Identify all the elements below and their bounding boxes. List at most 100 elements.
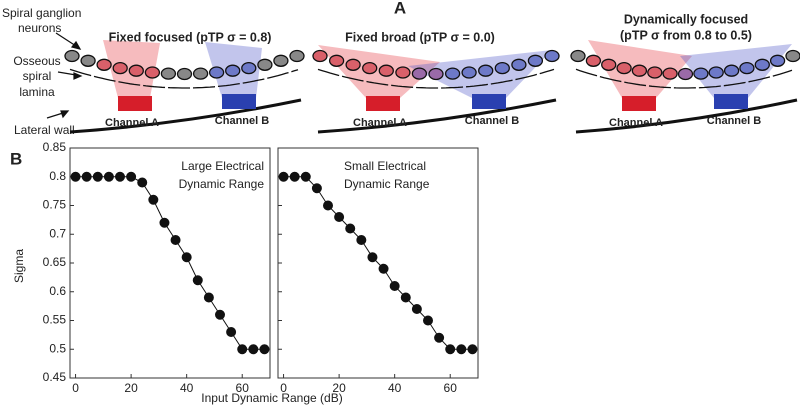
neuron: [461, 66, 477, 79]
neuron: [511, 58, 527, 71]
annotation: Dynamic Range: [344, 177, 430, 191]
data-point: [311, 183, 322, 194]
y-tick-label: 0.5: [49, 341, 66, 355]
neuron: [192, 67, 209, 80]
data-point: [237, 344, 248, 355]
panel-label: B: [10, 149, 22, 168]
data-point: [248, 344, 259, 355]
y-tick-label: 0.7: [49, 226, 66, 240]
y-tick-label: 0.8: [49, 169, 66, 183]
neuron: [225, 64, 241, 77]
neuron: [693, 67, 709, 80]
channel-label: Channel B: [465, 115, 519, 127]
neuron: [662, 67, 678, 80]
neuron: [631, 64, 648, 77]
neuron: [241, 61, 257, 75]
data-point: [456, 344, 467, 355]
diagram-title: Fixed focused (pTP σ = 0.8): [109, 30, 272, 44]
x-tick-label: 20: [332, 381, 346, 395]
data-point: [300, 171, 311, 182]
series-line: [75, 176, 265, 350]
data-point: [148, 194, 159, 205]
data-point: [400, 292, 411, 303]
x-tick-label: 20: [124, 381, 138, 395]
data-point: [226, 327, 237, 337]
neuron: [362, 61, 378, 75]
data-point: [81, 171, 92, 182]
annotation: neurons: [18, 21, 61, 35]
channel-label: Channel A: [353, 117, 407, 129]
electrode-b: [472, 94, 506, 109]
neuron: [64, 49, 80, 63]
channel-label: Channel B: [215, 115, 269, 127]
data-point: [159, 217, 170, 228]
data-point: [445, 344, 456, 355]
lateral-wall: [69, 98, 302, 134]
neuron: [257, 58, 273, 71]
neuron: [723, 64, 740, 77]
neuron: [785, 49, 800, 63]
data-point: [411, 304, 422, 314]
electrode-b: [222, 94, 256, 109]
neuron: [80, 54, 96, 67]
data-point: [378, 263, 389, 274]
electrode-b: [714, 94, 748, 109]
annotation: lamina: [19, 85, 55, 99]
data-point: [115, 171, 125, 182]
data-point: [259, 344, 270, 355]
neuron: [96, 58, 112, 71]
neuron: [378, 64, 394, 77]
x-tick-label: 0: [280, 381, 287, 395]
neuron: [647, 66, 663, 79]
data-point: [203, 292, 214, 303]
data-point: [423, 315, 433, 326]
x-tick-label: 60: [444, 381, 458, 395]
x-tick-label: 40: [388, 381, 402, 395]
y-tick-label: 0.65: [43, 255, 67, 269]
panel-label: A: [394, 0, 406, 17]
data-point: [367, 252, 378, 263]
neuron: [328, 54, 345, 67]
neuron: [739, 61, 755, 75]
data-point: [345, 223, 356, 234]
arrows: [46, 32, 83, 119]
data-point: [181, 252, 192, 263]
data-point: [323, 200, 333, 211]
annotation: Lateral wall: [14, 123, 75, 137]
annotation: spiral: [23, 69, 52, 83]
neuron: [273, 54, 289, 67]
electrode-a: [622, 96, 656, 111]
x-tick-label: 0: [72, 381, 79, 395]
lamina: [69, 68, 299, 89]
y-tick-label: 0.75: [43, 198, 67, 212]
neuron: [601, 58, 617, 71]
data-point: [126, 171, 137, 182]
x-tick-label: 60: [236, 381, 250, 395]
diagram-title: Dynamically focused: [624, 12, 748, 26]
neuron: [312, 49, 328, 63]
annotation: Spiral ganglion: [2, 6, 81, 20]
neuron: [395, 66, 411, 79]
neuron: [289, 49, 305, 63]
data-point: [192, 275, 203, 286]
neuron: [754, 58, 770, 71]
neuron: [112, 61, 128, 75]
data-point: [434, 332, 445, 343]
neuron: [616, 61, 632, 75]
neuron: [527, 54, 544, 67]
data-point: [334, 212, 345, 222]
data-point: [103, 171, 114, 182]
x-axis-label: Input Dynamic Range (dB): [201, 391, 342, 405]
lateral-wall: [317, 98, 557, 134]
annotation: Large Electrical: [181, 159, 264, 173]
channel-label: Channel B: [707, 115, 761, 127]
channel-label: Channel A: [609, 117, 663, 129]
data-point: [70, 171, 81, 182]
data-point: [215, 309, 225, 320]
electrode-a: [118, 96, 152, 111]
lamina: [575, 68, 793, 89]
diagram-title: Fixed broad (pTP σ = 0.0): [345, 30, 495, 44]
x-tick-label: 40: [180, 381, 194, 395]
neuron: [160, 67, 177, 80]
